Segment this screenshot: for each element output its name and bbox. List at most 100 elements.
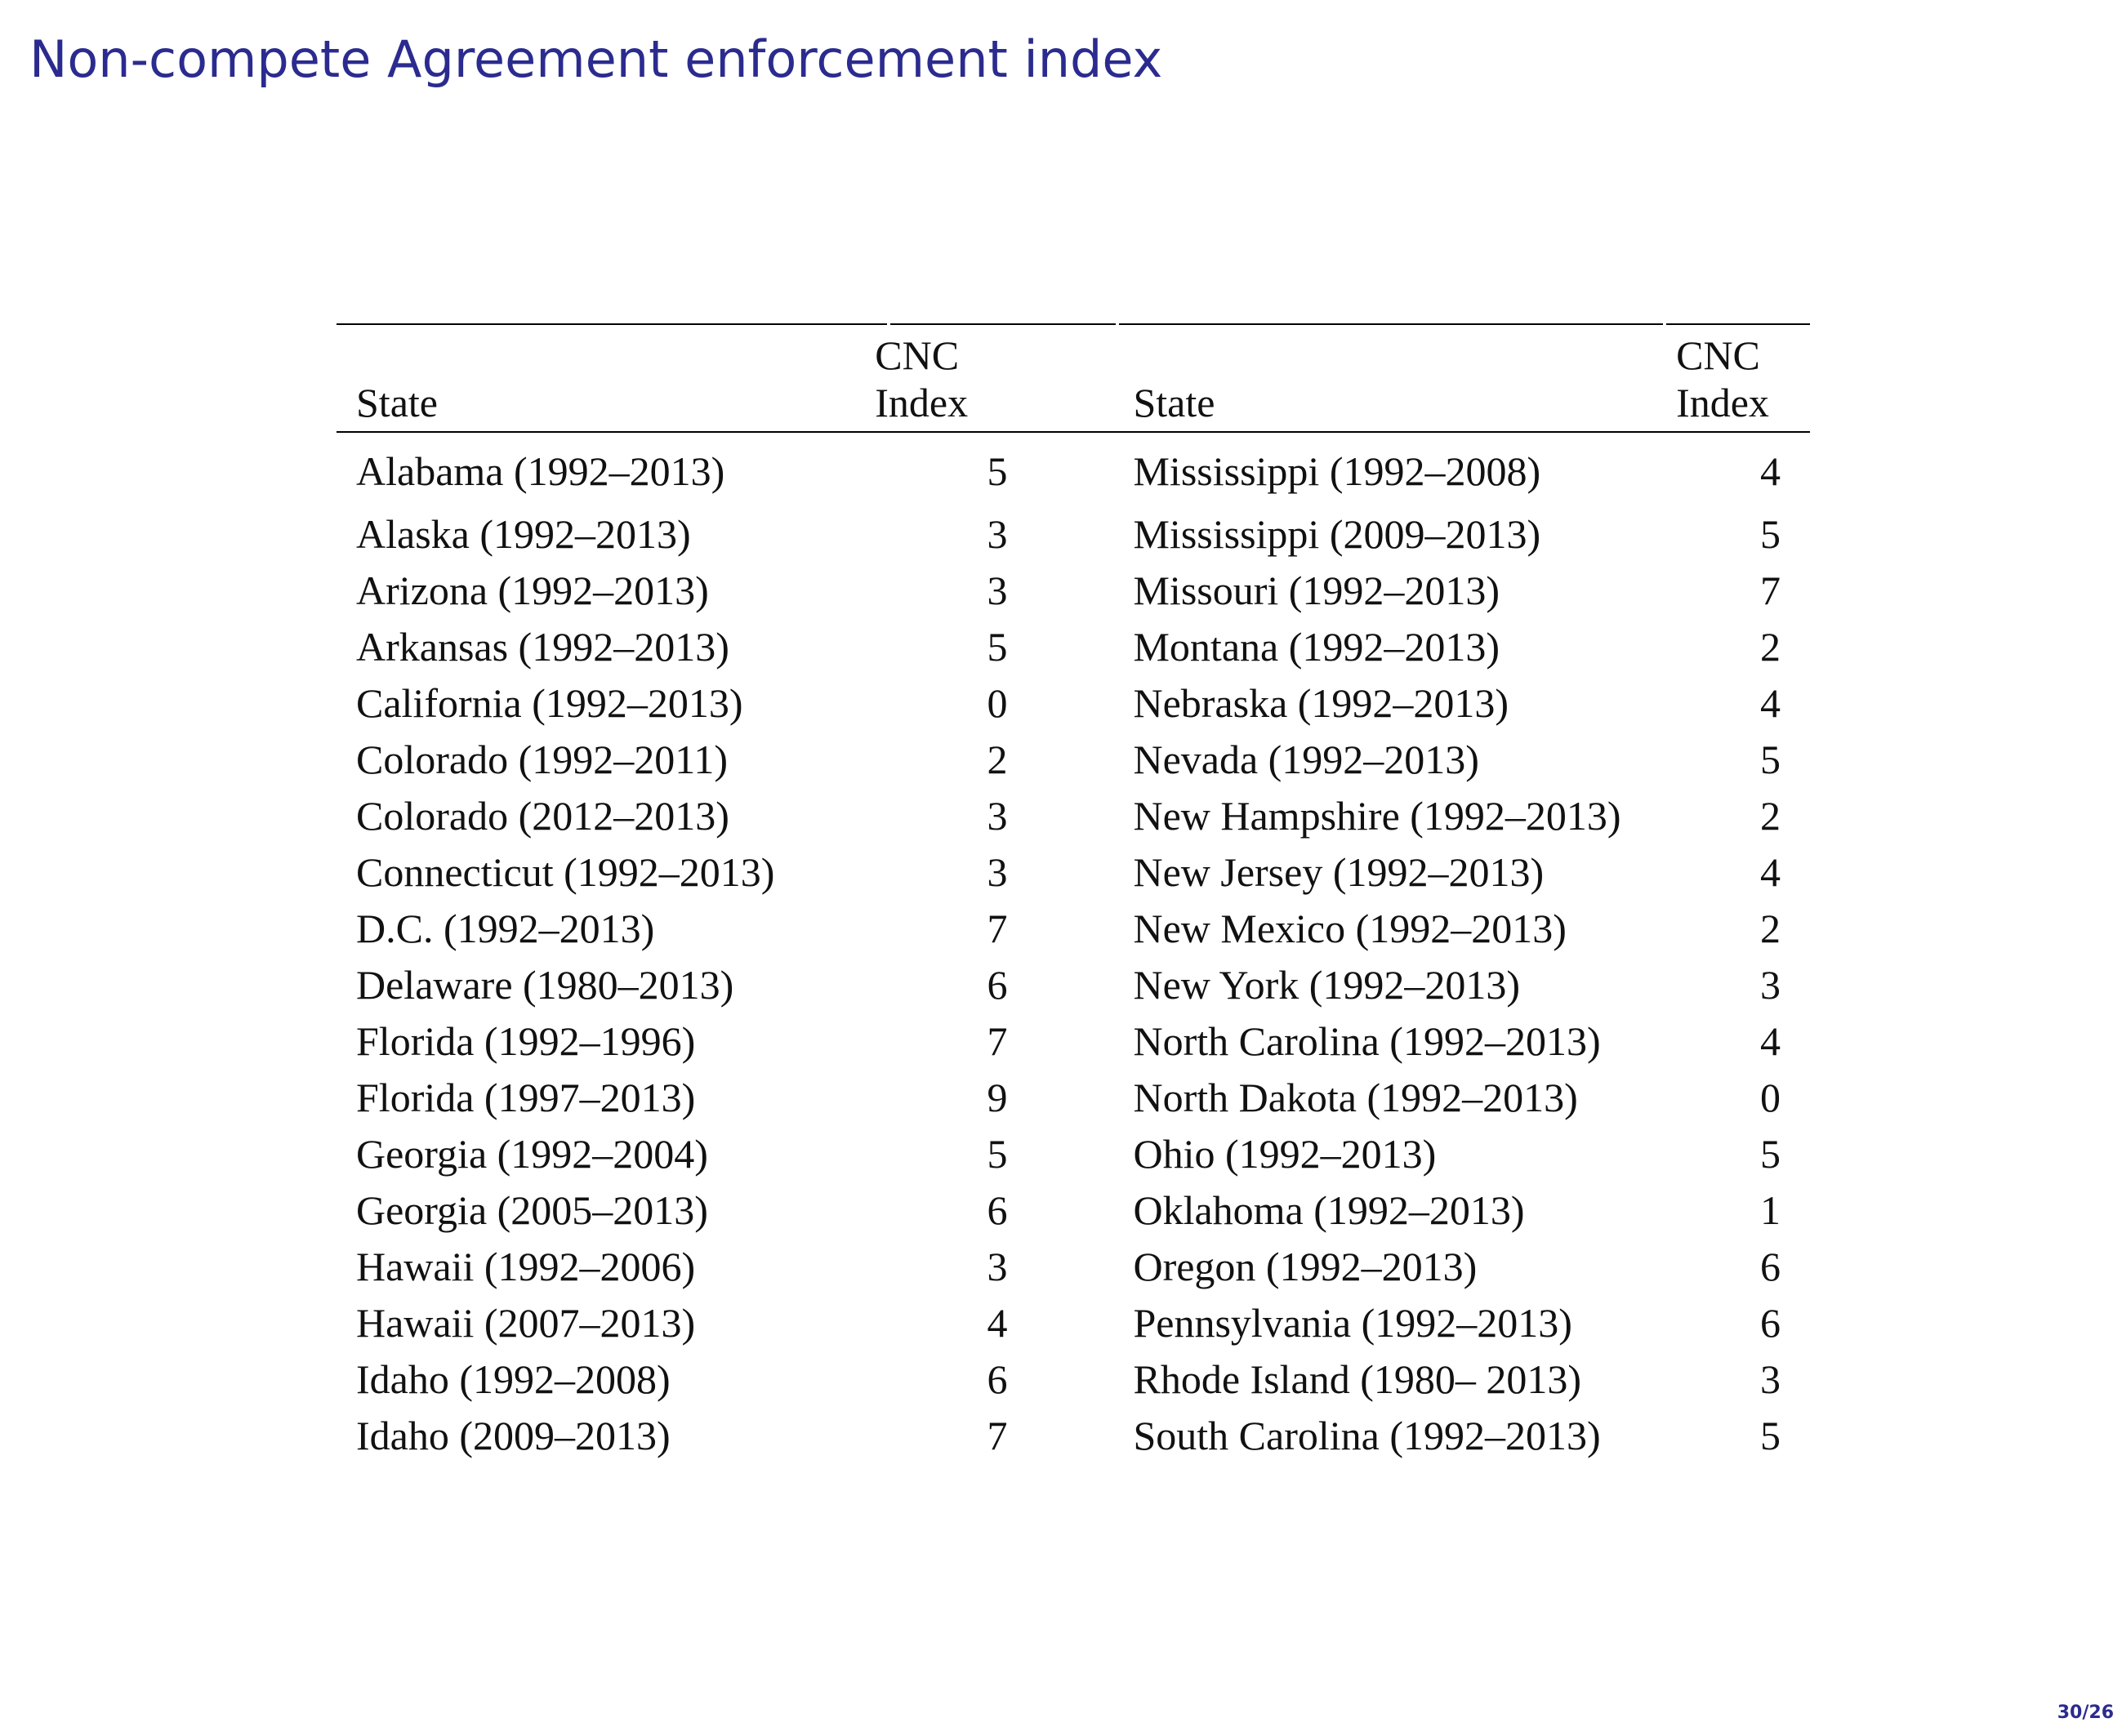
table-row: Hawaii (2007–2013) 4 Pennsylvania (1992–20… [337,1295,1810,1351]
cell-state-right: Oregon (1992–2013) [1133,1244,1478,1289]
table-row: Georgia (2005–2013) 6 Oklahoma (1992–2013)… [337,1182,1810,1239]
table-top-rule [890,323,1116,325]
cell-state-left: Colorado (1992–2011) [356,737,729,782]
cell-state-right: North Carolina (1992–2013) [1133,1018,1601,1064]
table-row: Delaware (1980–2013) 6 New York (1992–2013… [337,957,1810,1013]
cell-index-left: 7 [987,1413,1008,1458]
cell-state-left: Georgia (2005–2013) [356,1187,708,1233]
cell-state-right: Montana (1992–2013) [1133,624,1500,670]
table-row: Idaho (2009–2013) 7 South Carolina (1992–2… [337,1408,1810,1464]
table-row: California (1992–2013) 0 Nebraska (1992–20… [337,675,1810,732]
header-state-left: State [337,325,858,433]
cell-index-left: 9 [987,1075,1008,1120]
cell-state-right: Pennsylvania (1992–2013) [1133,1300,1572,1346]
cell-index-left: 2 [987,737,1008,782]
cell-state-right: Nebraska (1992–2013) [1133,680,1509,726]
cell-state-right: New Jersey (1992–2013) [1133,849,1545,895]
table-header-row: State CNC Index State CNC Index [337,325,1810,433]
cell-state-left: Alabama (1992–2013) [356,448,725,494]
cell-index-right: 0 [1760,1075,1781,1120]
cell-state-left: Colorado (2012–2013) [356,793,729,839]
table-row: Florida (1997–2013) 9 North Dakota (1992–2… [337,1070,1810,1126]
cell-index-left: 6 [987,962,1008,1008]
cell-index-right: 2 [1760,624,1781,670]
cell-index-right: 4 [1760,1018,1781,1064]
cell-index-right: 3 [1760,1356,1781,1402]
cell-state-left: Florida (1992–1996) [356,1018,696,1064]
cell-index-left: 7 [987,906,1008,951]
cell-index-right: 2 [1760,793,1781,839]
cell-index-left: 5 [987,1131,1008,1177]
cell-state-right: Nevada (1992–2013) [1133,737,1479,782]
table-row: Colorado (2012–2013) 3 New Hampshire (1992… [337,788,1810,844]
cell-index-left: 5 [987,448,1008,494]
cell-index-right: 4 [1760,448,1781,494]
cell-index-right: 5 [1760,511,1781,557]
cell-state-right: New Hampshire (1992–2013) [1133,793,1621,839]
slide-title: Non-compete Agreement enforcement index [29,29,1163,89]
cell-state-right: Rhode Island (1980– 2013) [1133,1356,1582,1402]
cell-state-left: Arkansas (1992–2013) [356,624,729,670]
cell-index-left: 3 [987,511,1008,557]
cell-index-left: 3 [987,793,1008,839]
header-index-left-line1: CNC [875,332,960,378]
table-row: Alabama (1992–2013) 5 Mississippi (1992–20… [337,432,1810,506]
table-row: Georgia (1992–2004) 5 Ohio (1992–2013) 5 [337,1126,1810,1182]
cell-index-left: 7 [987,1018,1008,1064]
table-row: Connecticut (1992–2013) 3 New Jersey (1992… [337,844,1810,901]
cell-state-right: New Mexico (1992–2013) [1133,906,1567,951]
cell-state-left: Hawaii (2007–2013) [356,1300,696,1346]
cell-index-left: 0 [987,680,1008,726]
cell-state-left: Alaska (1992–2013) [356,511,691,557]
table-top-rule [1666,323,1810,325]
cell-state-right: Missouri (1992–2013) [1133,568,1500,613]
cell-index-left: 6 [987,1356,1008,1402]
table-body: Alabama (1992–2013) 5 Mississippi (1992–20… [337,432,1810,1464]
cell-index-left: 5 [987,624,1008,670]
table-top-rule [337,323,887,325]
cell-index-right: 4 [1760,680,1781,726]
table-top-rule [1119,323,1663,325]
cell-index-right: 7 [1760,568,1781,613]
header-index-right: CNC Index [1658,325,1810,433]
cell-state-right: Mississippi (2009–2013) [1133,511,1541,557]
cell-index-right: 5 [1760,737,1781,782]
cell-state-left: Idaho (1992–2008) [356,1356,671,1402]
table-row: Idaho (1992–2008) 6 Rhode Island (1980– 20… [337,1351,1810,1408]
cell-state-left: Delaware (1980–2013) [356,962,734,1008]
cell-state-right: Mississippi (1992–2008) [1133,448,1541,494]
cell-index-right: 5 [1760,1131,1781,1177]
table-row: Arkansas (1992–2013) 5 Montana (1992–2013)… [337,619,1810,675]
cell-index-right: 5 [1760,1413,1781,1458]
table-row: Alaska (1992–2013) 3 Mississippi (2009–201… [337,506,1810,563]
header-index-right-line1: CNC [1676,332,1760,378]
cell-state-left: Hawaii (1992–2006) [356,1244,696,1289]
cell-index-left: 4 [987,1300,1008,1346]
cell-state-left: Georgia (1992–2004) [356,1131,708,1177]
cell-state-left: Connecticut (1992–2013) [356,849,775,895]
cell-index-left: 3 [987,568,1008,613]
cell-state-right: South Carolina (1992–2013) [1133,1413,1601,1458]
cell-state-right: Ohio (1992–2013) [1133,1131,1437,1177]
table-row: Arizona (1992–2013) 3 Missouri (1992–2013)… [337,563,1810,619]
cell-index-left: 3 [987,1244,1008,1289]
cell-index-right: 3 [1760,962,1781,1008]
cell-index-left: 3 [987,849,1008,895]
table-row: D.C. (1992–2013) 7 New Mexico (1992–2013) 2 [337,901,1810,957]
page-number: 30/26 [2057,1703,2114,1723]
table-row: Hawaii (1992–2006) 3 Oregon (1992–2013) 6 [337,1239,1810,1295]
cell-index-right: 2 [1760,906,1781,951]
cnc-index-table: State CNC Index State CNC Index Alabama … [337,325,1810,1464]
cell-index-left: 6 [987,1187,1008,1233]
cell-state-left: Idaho (2009–2013) [356,1413,671,1458]
cell-index-right: 6 [1760,1244,1781,1289]
cell-state-left: California (1992–2013) [356,680,743,726]
cell-state-left: D.C. (1992–2013) [356,906,655,951]
header-index-right-line2: Index [1676,380,1769,425]
cell-state-right: New York (1992–2013) [1133,962,1521,1008]
table-row: Florida (1992–1996) 7 North Carolina (1992… [337,1013,1810,1070]
header-state-right: State [1113,325,1659,433]
cell-index-right: 1 [1760,1187,1781,1233]
cell-index-right: 6 [1760,1300,1781,1346]
cell-state-left: Arizona (1992–2013) [356,568,709,613]
